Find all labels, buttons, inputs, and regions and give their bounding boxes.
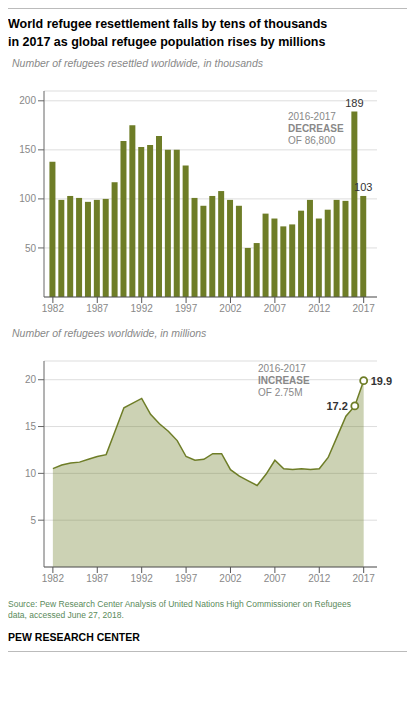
svg-text:200: 200 (19, 95, 36, 106)
svg-text:50: 50 (25, 243, 37, 254)
svg-text:2012: 2012 (308, 573, 331, 584)
html-text:Source: Pew Research Center An: Source: Pew Research Center Analysis of … (8, 599, 351, 620)
svg-text:2002: 2002 (219, 573, 242, 584)
html-text:2016-2017: 2016-2017 (258, 363, 306, 374)
svg-text:1982: 1982 (42, 303, 65, 314)
html-text:2016-2017: 2016-2017 (288, 111, 336, 122)
svg-text:15: 15 (25, 421, 37, 432)
html-text:OF 86,800: OF 86,800 (288, 135, 336, 146)
html-text:OF 2.75M: OF 2.75M (258, 387, 303, 398)
svg-text:2017: 2017 (353, 573, 376, 584)
svg-text:2007: 2007 (264, 573, 287, 584)
html-text:Number of refugees resettled w: Number of refugees resettled worldwide, … (12, 57, 263, 69)
svg-text:2007: 2007 (264, 303, 287, 314)
svg-text:2012: 2012 (308, 303, 331, 314)
svg-text:17.2: 17.2 (326, 400, 347, 412)
svg-text:1992: 1992 (131, 303, 154, 314)
svg-text:2017: 2017 (353, 303, 376, 314)
svg-text:189: 189 (345, 97, 363, 109)
html-text:DECREASE: DECREASE (288, 123, 344, 134)
html-text:PEW RESEARCH CENTER: PEW RESEARCH CENTER (8, 631, 140, 643)
svg-text:150: 150 (19, 144, 36, 155)
svg-text:5: 5 (30, 515, 36, 526)
html-text:Number of refugees worldwide,: Number of refugees worldwide, in million… (12, 327, 207, 339)
html-text:INCREASE: INCREASE (258, 375, 310, 386)
svg-text:10: 10 (25, 468, 37, 479)
svg-text:1997: 1997 (175, 303, 198, 314)
svg-text:19.9: 19.9 (371, 375, 392, 387)
svg-text:1987: 1987 (86, 573, 109, 584)
svg-text:20: 20 (25, 374, 37, 385)
html-text:World refugee resettlement fal: World refugee resettlement falls by tens… (8, 17, 328, 49)
svg-text:103: 103 (354, 181, 372, 193)
svg-text:2002: 2002 (219, 303, 242, 314)
svg-text:100: 100 (19, 193, 36, 204)
svg-text:1992: 1992 (131, 573, 154, 584)
svg-text:1982: 1982 (42, 573, 65, 584)
svg-text:1997: 1997 (175, 573, 198, 584)
svg-text:1987: 1987 (86, 303, 109, 314)
